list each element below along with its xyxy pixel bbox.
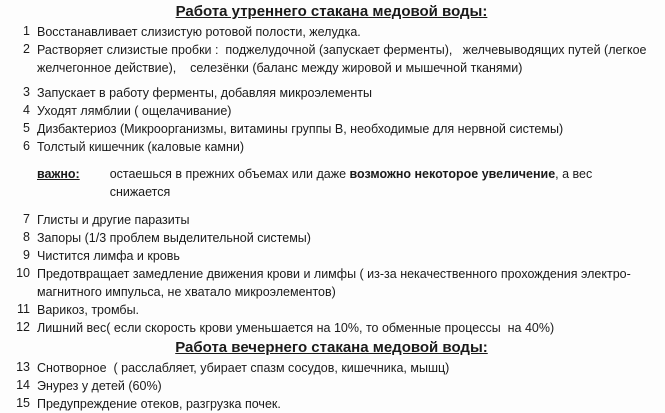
important-note-text-before: остаешься в прежних объемах или даже xyxy=(109,167,350,181)
list-item-text: Растворяет слизистые пробки : поджелудоч… xyxy=(37,43,650,75)
list-item-text: Глисты и другие паразиты xyxy=(37,213,190,227)
list-item-number: 9 xyxy=(23,247,30,262)
list-item-text: Запускает в работу ферменты, добавляя ми… xyxy=(37,86,372,100)
list-item-text: Чистится лимфа и кровь xyxy=(37,249,180,263)
list-item: 10 Предотвращает замедление движения кро… xyxy=(8,265,655,301)
list-item: 4 Уходят лямблии ( ощелачивание) xyxy=(8,102,655,120)
list-item-number: 13 xyxy=(16,359,30,374)
list-item-text: Дизбактериоз (Микроорганизмы, витамины г… xyxy=(37,122,564,136)
list-item-number: 4 xyxy=(23,102,30,117)
list-item: 1 Восстанавливает слизистую ротовой поло… xyxy=(8,23,655,41)
list-item-number: 2 xyxy=(23,41,30,56)
list-item-text: Предотвращает замедление движения крови … xyxy=(37,267,631,299)
list-item-number: 6 xyxy=(23,138,30,153)
important-note-text-bold: возможно некоторое увеличение xyxy=(349,167,556,181)
list-item: 12 Лишний вес( если скорость крови умень… xyxy=(8,319,655,337)
list-item-text: Энурез у детей (60%) xyxy=(37,379,162,393)
list-item-text: Восстанавливает слизистую ротовой полост… xyxy=(37,25,361,39)
list-item-number: 3 xyxy=(23,84,30,99)
list-item-number: 1 xyxy=(23,23,30,38)
list-item-text: Уходят лямблии ( ощелачивание) xyxy=(37,104,232,118)
list-item: 13 Снотворное ( расслабляет, убирает спа… xyxy=(8,359,655,377)
list-item: 5 Дизбактериоз (Микроорганизмы, витамины… xyxy=(8,120,655,138)
list-item-text: Лишний вес( если скорость крови уменьшае… xyxy=(37,321,555,335)
list-item-text: Предупреждение отеков, разгрузка почек. xyxy=(37,397,281,411)
list-item-text: Запоры (1/3 проблем выделительной систем… xyxy=(37,231,311,245)
list-item: 2 Растворяет слизистые пробки : поджелуд… xyxy=(8,41,655,77)
list-item: 11 Варикоз, тромбы. xyxy=(8,301,655,319)
morning-section-title: Работа утреннего стакана медовой воды: xyxy=(175,3,488,20)
list-item-number: 5 xyxy=(23,120,30,135)
list-item-number: 11 xyxy=(17,301,30,316)
important-note-text-after: , а вес снижается xyxy=(109,167,596,199)
list-item: 14 Энурез у детей (60%) xyxy=(8,377,655,395)
important-note: важно: остаешься в прежних объемах или д… xyxy=(8,165,655,201)
list-item-number: 8 xyxy=(23,229,30,244)
list-item: 6 Толстый кишечник (каловые камни) xyxy=(8,138,655,156)
list-item: 3 Запускает в работу ферменты, добавляя … xyxy=(8,84,655,102)
list-item-number: 12 xyxy=(16,319,30,334)
list-item: 8 Запоры (1/3 проблем выделительной сист… xyxy=(8,229,655,247)
list-item: 7 Глисты и другие паразиты xyxy=(8,211,655,229)
list-item: 15 Предупреждение отеков, разгрузка поче… xyxy=(8,395,655,413)
list-item-text: Варикоз, тромбы. xyxy=(37,303,140,317)
list-item-text: Толстый кишечник (каловые камни) xyxy=(37,140,245,154)
document-page: Работа утреннего стакана медовой воды: 1… xyxy=(8,3,655,411)
evening-section-title: Работа вечернего стакана медовой воды: xyxy=(175,339,488,356)
list-item: 9 Чистится лимфа и кровь xyxy=(8,247,655,265)
list-item-number: 14 xyxy=(16,377,30,392)
important-note-text: остаешься в прежних объемах или даже воз… xyxy=(110,165,655,201)
important-note-label: важно: xyxy=(37,167,80,181)
list-item-number: 10 xyxy=(16,265,30,280)
list-item-number: 7 xyxy=(23,211,30,226)
list-item-text: Снотворное ( расслабляет, убирает спазм … xyxy=(37,361,450,375)
